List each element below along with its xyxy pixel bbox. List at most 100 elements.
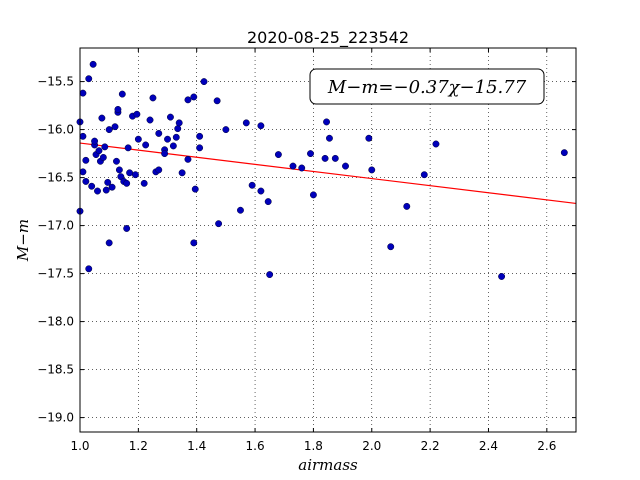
x-tick-label: 1.6 bbox=[246, 439, 265, 453]
data-point bbox=[123, 225, 131, 232]
data-point bbox=[237, 206, 244, 214]
x-axis-ticks: 1.0 1.2 1.4 1.6 1.8 2.0 2.2 2.4 2.6 bbox=[70, 48, 556, 453]
x-tick-label: 1.8 bbox=[304, 439, 323, 453]
grid-lines bbox=[79, 48, 576, 432]
data-point bbox=[113, 157, 120, 165]
data-point bbox=[196, 132, 204, 140]
x-tick-label: 1.2 bbox=[129, 439, 148, 453]
data-point bbox=[94, 187, 101, 195]
y-tick-label: −18.0 bbox=[37, 315, 74, 329]
data-point bbox=[184, 96, 192, 104]
data-point bbox=[172, 133, 180, 141]
data-point bbox=[200, 78, 208, 86]
data-point bbox=[118, 90, 126, 98]
data-point bbox=[105, 239, 113, 247]
x-tick-label: 1.4 bbox=[187, 439, 206, 453]
data-point bbox=[307, 150, 314, 158]
data-point bbox=[321, 154, 329, 162]
data-point bbox=[123, 179, 131, 187]
data-point bbox=[115, 166, 123, 174]
data-point bbox=[142, 141, 150, 149]
y-tick-label: −15.5 bbox=[37, 75, 74, 89]
data-point bbox=[164, 135, 171, 143]
fit-equation: M−m=−0.37χ−15.77 bbox=[327, 77, 527, 98]
data-point bbox=[85, 265, 93, 273]
y-tick-label: −19.0 bbox=[37, 411, 74, 425]
data-point bbox=[133, 110, 141, 118]
data-point bbox=[155, 166, 163, 174]
data-point bbox=[79, 168, 87, 176]
data-point bbox=[108, 183, 116, 191]
y-axis-label: M−m bbox=[14, 219, 32, 262]
data-point bbox=[146, 116, 154, 124]
data-point bbox=[178, 169, 186, 177]
data-point bbox=[174, 125, 182, 133]
data-point bbox=[114, 105, 122, 113]
data-point bbox=[323, 118, 330, 126]
data-point bbox=[140, 179, 148, 187]
data-point bbox=[365, 134, 373, 142]
x-tick-label: 1.0 bbox=[70, 439, 89, 453]
data-point bbox=[420, 171, 428, 179]
x-tick-label: 2.6 bbox=[537, 439, 556, 453]
data-point bbox=[191, 185, 199, 193]
data-point bbox=[257, 122, 265, 130]
data-point bbox=[105, 126, 113, 134]
y-tick-label: −18.5 bbox=[37, 363, 74, 377]
data-point bbox=[342, 162, 349, 170]
data-point bbox=[124, 144, 132, 152]
x-tick-label: 2.4 bbox=[479, 439, 498, 453]
data-point bbox=[387, 243, 395, 251]
data-point bbox=[101, 143, 109, 151]
data-point bbox=[274, 151, 282, 159]
data-point bbox=[560, 149, 568, 157]
data-point bbox=[88, 182, 96, 190]
data-point bbox=[432, 140, 440, 148]
data-point bbox=[82, 177, 90, 185]
data-point bbox=[149, 94, 157, 102]
data-point bbox=[309, 191, 317, 199]
data-point bbox=[289, 162, 297, 170]
equation-box-frame bbox=[309, 68, 545, 105]
x-tick-label: 2.2 bbox=[421, 439, 440, 453]
x-axis-label: airmass bbox=[298, 456, 358, 474]
data-point bbox=[131, 171, 139, 179]
data-point bbox=[89, 60, 97, 68]
data-point bbox=[222, 126, 230, 134]
chart-title: 2020-08-25_223542 bbox=[247, 28, 409, 48]
data-point bbox=[368, 166, 376, 174]
y-tick-label: −17.5 bbox=[37, 267, 74, 281]
data-point bbox=[298, 164, 306, 172]
data-point bbox=[266, 271, 274, 279]
y-axis-ticks: −15.5 −16.0 −16.5 −17.0 −17.5 −18.0 −18.5 −19.0 bbox=[37, 75, 576, 425]
data-point bbox=[264, 198, 272, 206]
x-tick-label: 2.0 bbox=[362, 439, 381, 453]
data-point bbox=[95, 147, 103, 155]
data-points bbox=[76, 60, 568, 280]
data-point bbox=[102, 186, 110, 194]
data-point bbox=[82, 156, 90, 164]
y-tick-label: −16.0 bbox=[37, 123, 74, 137]
data-point bbox=[166, 113, 174, 121]
fit-equation-box: M−m=−0.37χ−15.77 bbox=[309, 68, 545, 105]
data-point bbox=[215, 220, 223, 228]
data-point bbox=[175, 119, 183, 127]
data-point bbox=[190, 93, 198, 101]
data-point bbox=[134, 135, 142, 143]
y-tick-label: −16.5 bbox=[37, 171, 74, 185]
data-point bbox=[242, 119, 250, 127]
data-point bbox=[85, 75, 93, 83]
y-tick-label: −17.0 bbox=[37, 219, 74, 233]
data-point bbox=[196, 144, 204, 152]
data-point bbox=[403, 202, 411, 210]
plot-frame bbox=[79, 47, 577, 433]
data-point bbox=[126, 169, 134, 177]
data-point bbox=[104, 178, 112, 186]
data-point bbox=[161, 150, 169, 158]
data-point bbox=[184, 155, 192, 163]
data-point bbox=[155, 129, 163, 137]
data-point bbox=[99, 153, 107, 161]
data-point bbox=[190, 239, 198, 247]
data-point bbox=[91, 137, 99, 145]
